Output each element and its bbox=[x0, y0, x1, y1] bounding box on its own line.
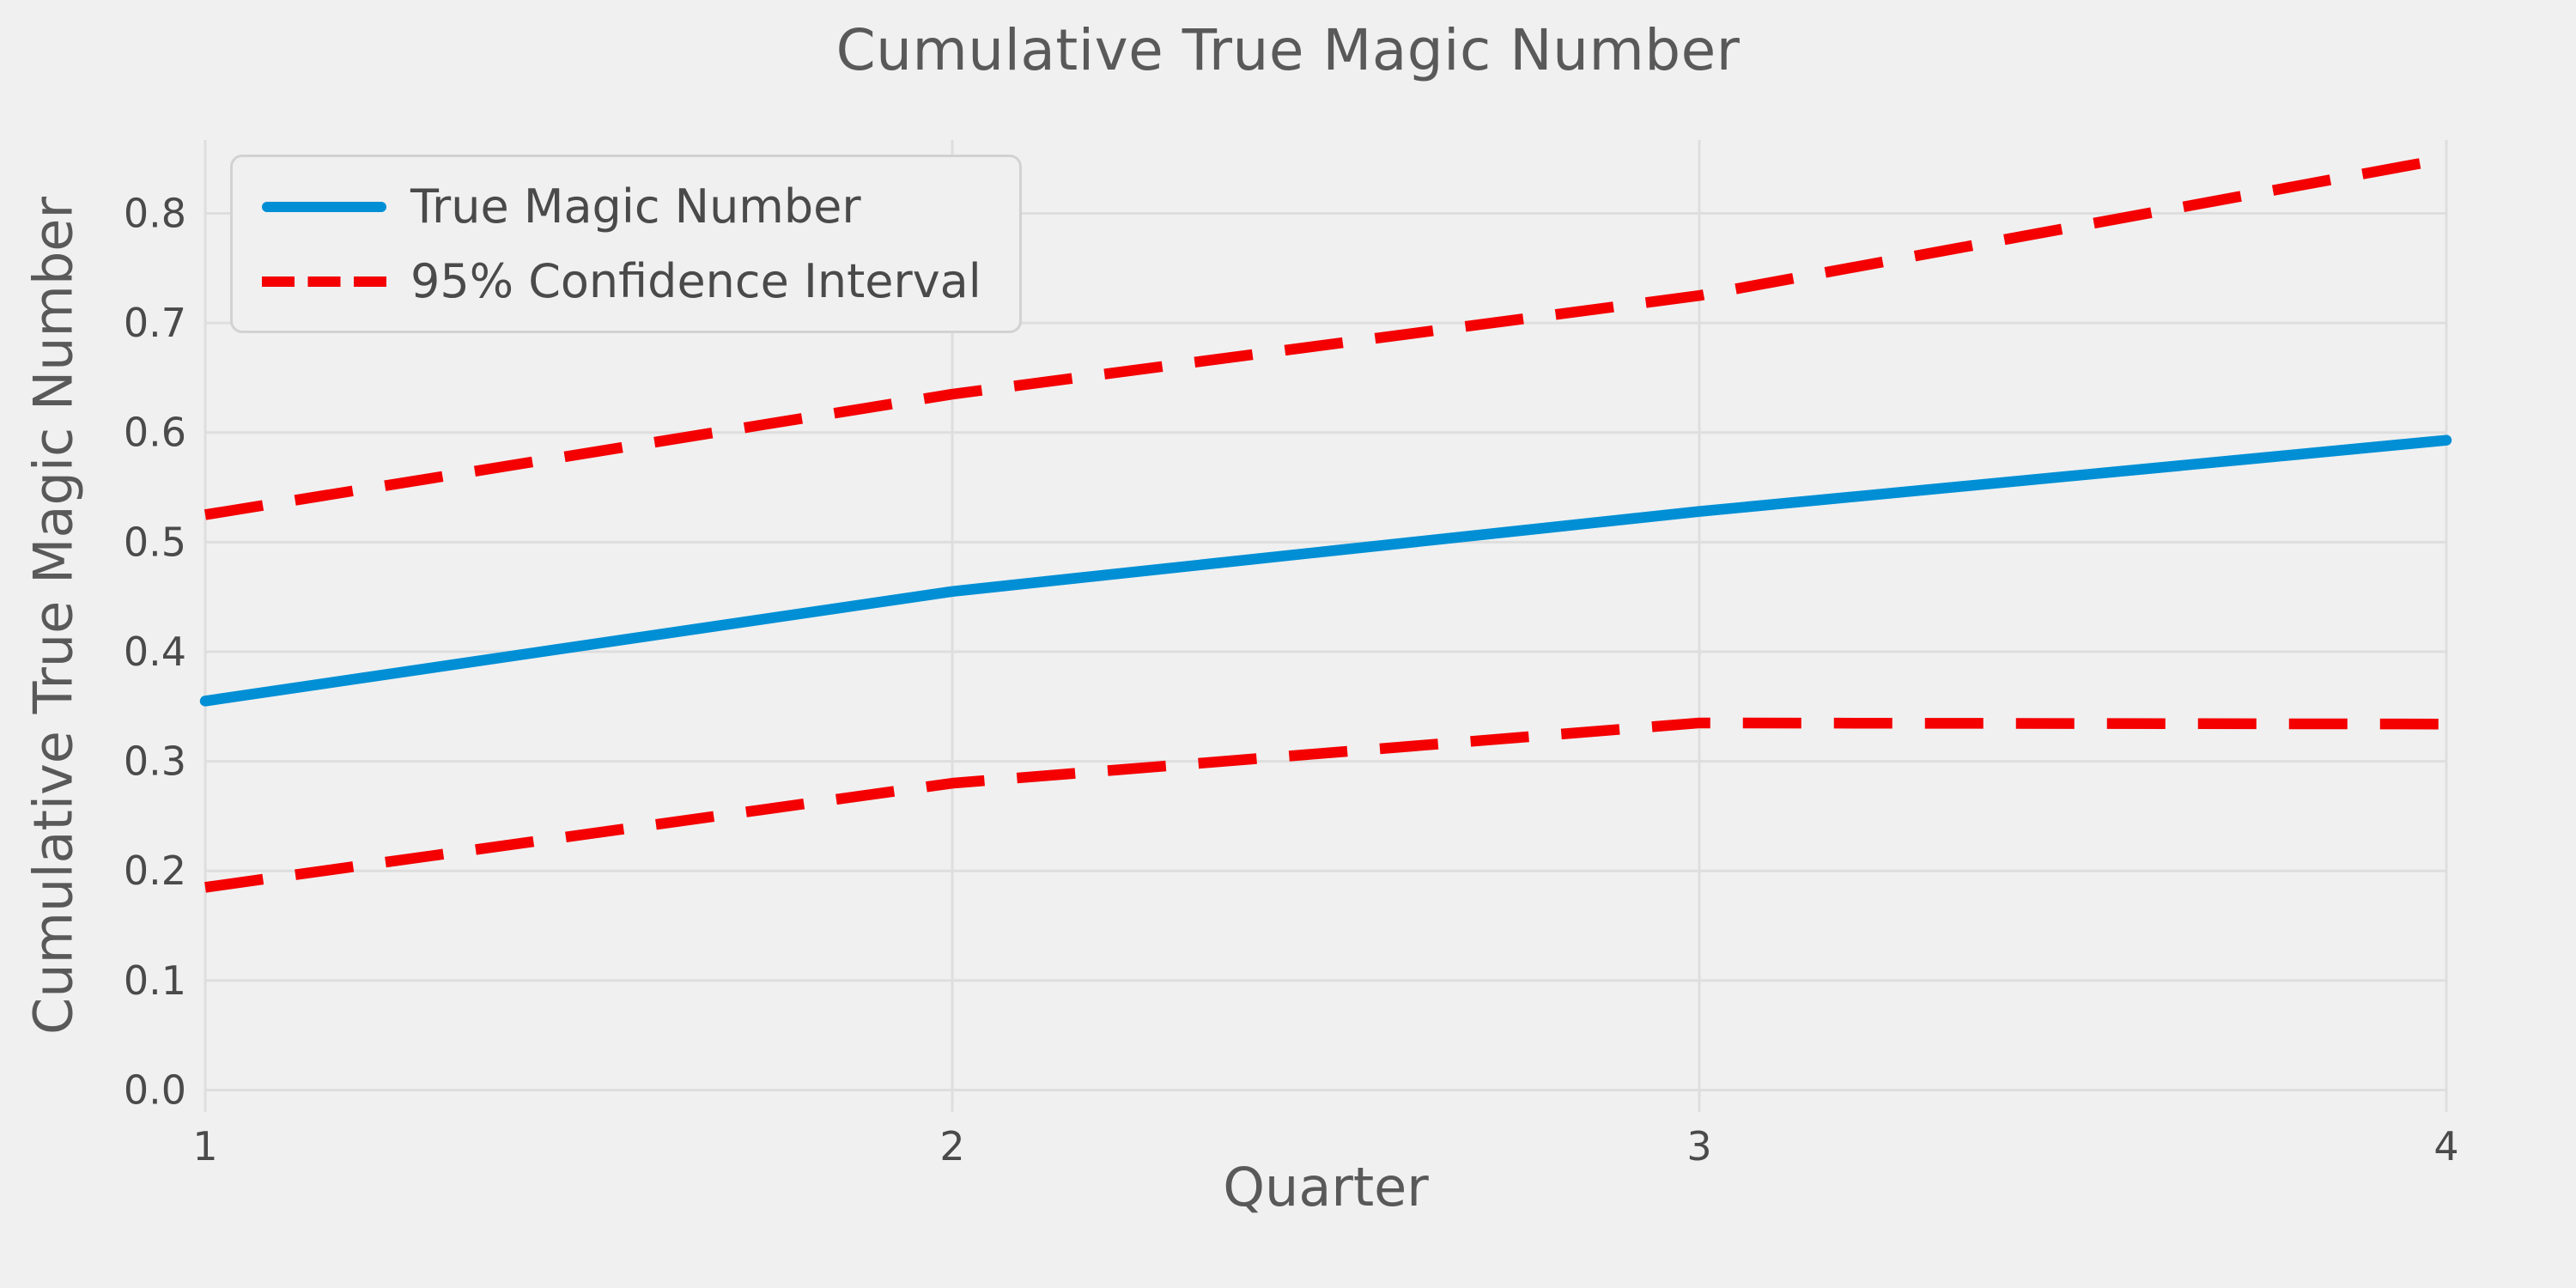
y-tick-label: 0.6 bbox=[124, 410, 186, 456]
x-tick-label: 1 bbox=[192, 1123, 217, 1170]
y-tick-label: 0.0 bbox=[124, 1066, 186, 1113]
x-tick-label: 2 bbox=[939, 1123, 964, 1170]
legend-label: 95% Confidence Interval bbox=[410, 254, 981, 308]
legend-solid-line-sample bbox=[262, 201, 386, 212]
y-tick-label: 0.8 bbox=[124, 191, 186, 237]
legend-item-true-magic-number: True Magic Number bbox=[262, 179, 981, 234]
y-axis-label: Cumulative True Magic Number bbox=[21, 197, 85, 1035]
y-tick-label: 0.2 bbox=[124, 848, 186, 894]
x-axis-label: Quarter bbox=[1223, 1156, 1429, 1218]
y-tick-label: 0.4 bbox=[124, 629, 186, 675]
legend-dashed-line-sample bbox=[262, 276, 386, 287]
series-line-1 bbox=[204, 153, 2448, 520]
series-line-0 bbox=[199, 434, 2452, 707]
legend-item-confidence-interval: 95% Confidence Interval bbox=[262, 254, 981, 308]
y-tick-label: 0.5 bbox=[124, 519, 186, 565]
legend-label: True Magic Number bbox=[410, 179, 861, 234]
y-tick-label: 0.7 bbox=[124, 300, 186, 346]
y-tick-label: 0.3 bbox=[124, 738, 186, 785]
series-line-2 bbox=[204, 717, 2447, 893]
x-tick-label: 4 bbox=[2433, 1123, 2458, 1170]
legend: True Magic Number 95% Confidence Interva… bbox=[230, 155, 1022, 333]
y-tick-label: 0.1 bbox=[124, 957, 186, 1004]
chart-title: Cumulative True Magic Number bbox=[835, 17, 1741, 83]
x-tick-label: 3 bbox=[1686, 1123, 1711, 1170]
